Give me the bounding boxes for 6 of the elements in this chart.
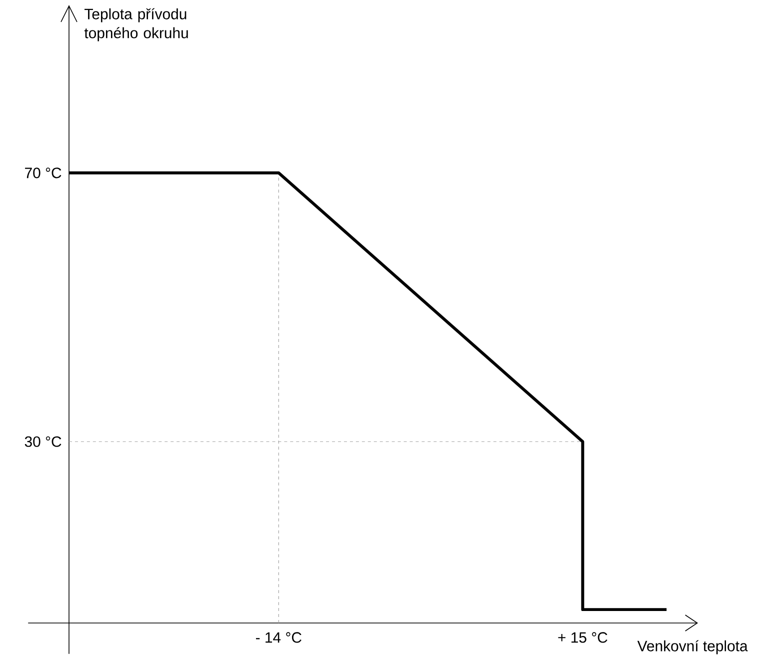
x-axis-title: Venkovní teplota [637,640,748,654]
y-tick-label: 30 °C [24,436,62,447]
y-axis-title: Teplota přívodu topného okruhu [84,8,188,42]
x-tick-label: + 15 °C [558,632,608,643]
y-tick-label: 70 °C [25,168,62,178]
x-tick-label: - 14 °C [256,632,302,643]
